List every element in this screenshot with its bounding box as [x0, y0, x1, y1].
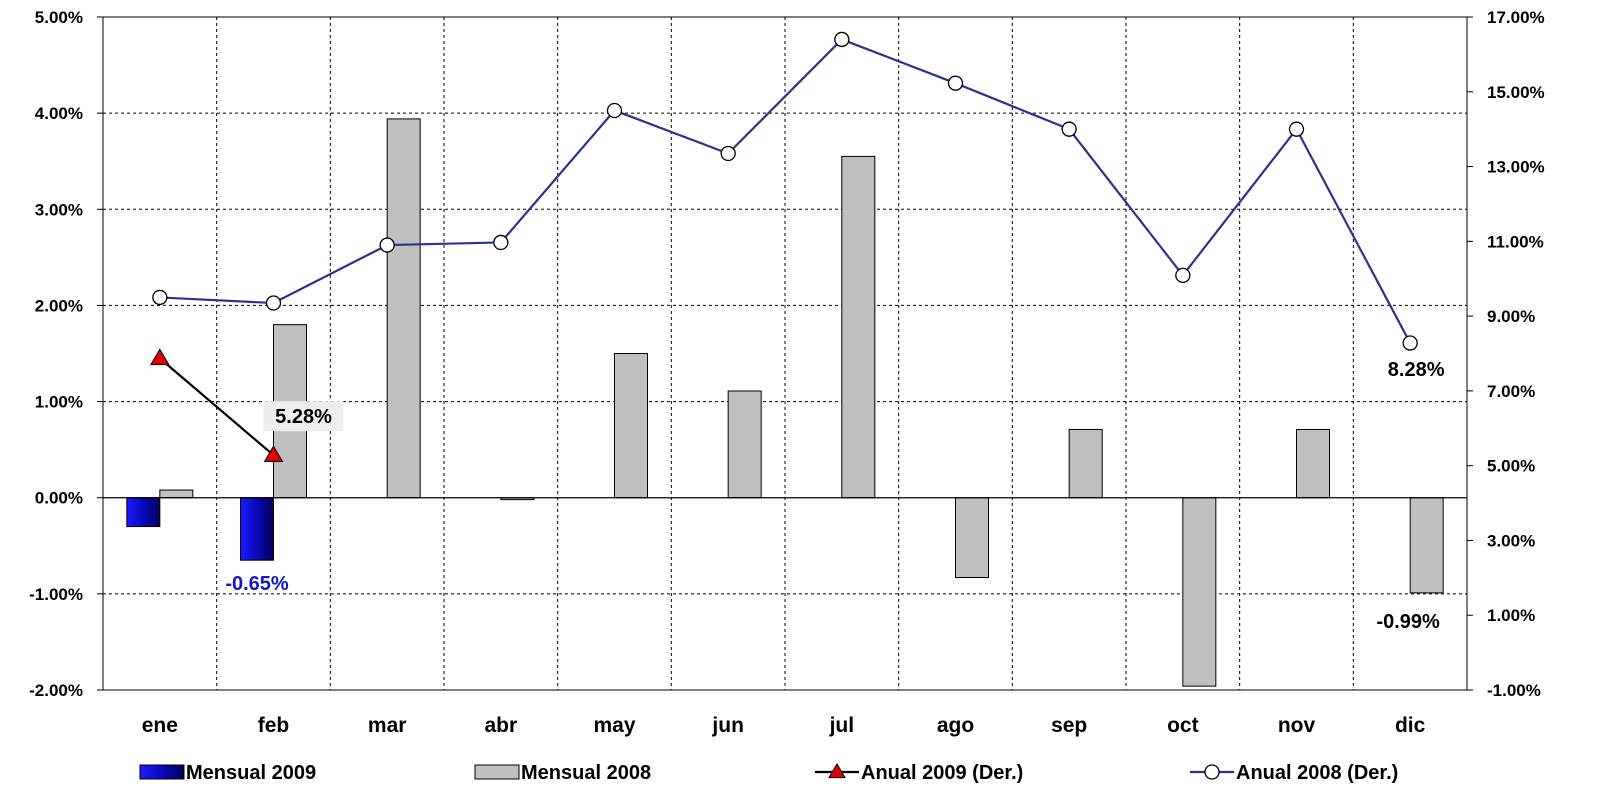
y-right-tick-label: 7.00% — [1487, 382, 1535, 401]
legend-anual-2008-der-marker — [1204, 764, 1220, 780]
x-tick-label: ago — [937, 714, 974, 737]
x-tick-label: jun — [711, 714, 744, 737]
y-right-tick-label: -1.00% — [1487, 681, 1541, 700]
x-tick-label: sep — [1051, 714, 1087, 737]
legend: Mensual 2009 Mensual 2008 Anual 2009 (Der.… — [139, 762, 1398, 784]
gridlines — [102, 16, 1468, 691]
bar-mensual-2008 — [614, 353, 648, 499]
anual-2009-line — [159, 357, 275, 457]
bar-mensual-2008 — [841, 155, 876, 499]
bar-mensual-2008 — [159, 489, 194, 499]
y-left-tick-label: 4.00% — [35, 104, 83, 123]
x-tick-label: abr — [484, 714, 517, 737]
legend-anual-2008-der-label: Anual 2008 (Der.) — [1236, 762, 1398, 784]
y-left-tick-label: 5.00% — [35, 8, 83, 27]
anual-2008-point — [606, 102, 623, 119]
anual-2008-point — [720, 145, 736, 162]
data-label: -0.65% — [225, 573, 289, 595]
x-tick-label: jul — [829, 714, 855, 737]
bar-mensual-2008 — [727, 390, 762, 499]
y-right-tick-label: 9.00% — [1487, 307, 1535, 326]
y-right-tick-label: 3.00% — [1487, 531, 1535, 550]
anual-2009-point — [263, 445, 284, 462]
legend-anual-2009-der-marker — [828, 763, 846, 779]
anual-2008-point — [1061, 121, 1077, 137]
bar-mensual-2008 — [1068, 428, 1103, 499]
anual-2008-point — [379, 237, 395, 253]
data-label: -0.99% — [1376, 611, 1440, 633]
y-left-tick-label: 2.00% — [35, 296, 83, 315]
bar-mensual-2008 — [1182, 497, 1217, 687]
x-tick-label: nov — [1278, 714, 1316, 737]
legend-mensual-2008-swatch — [474, 764, 520, 780]
axes: -2.00% -1.00% 0.00% 1.00% 2.00% 3.00% 4.00% 5.0… — [29, 8, 1545, 737]
x-tick-label: mar — [368, 714, 407, 737]
anual-2008-point — [1175, 267, 1191, 284]
data-label: 8.28% — [1388, 359, 1445, 381]
legend-mensual-2009-swatch — [139, 764, 185, 780]
anual-2008-point — [947, 75, 964, 91]
y-right-tick-label: 5.00% — [1487, 457, 1535, 476]
data-label: 5.28% — [275, 406, 332, 428]
bar-mensual-2008 — [1409, 497, 1444, 594]
bar-mensual-2008 — [386, 118, 421, 499]
bars — [126, 118, 1444, 687]
y-right-tick-label: 17.00% — [1487, 8, 1545, 27]
anual-2008-point — [265, 295, 282, 311]
anual-2009-point — [149, 348, 170, 366]
y-left-tick-label: 3.00% — [35, 200, 83, 219]
y-right-tick-label: 1.00% — [1487, 606, 1535, 625]
x-tick-label: feb — [258, 714, 290, 737]
anual-2008-point — [493, 234, 509, 251]
bar-mensual-2008 — [955, 497, 989, 579]
bar-mensual-2008 — [1296, 428, 1330, 499]
y-left-tick-label: -2.00% — [29, 681, 83, 700]
y-right-tick-label: 11.00% — [1487, 232, 1544, 251]
lines — [149, 31, 1418, 462]
y-left-tick-label: 0.00% — [35, 489, 83, 508]
bar-mensual-2009 — [126, 497, 161, 528]
data-label-box — [263, 401, 344, 432]
x-tick-label: oct — [1167, 714, 1199, 737]
anual-2008-point — [152, 289, 168, 306]
y-right-tick-label: 13.00% — [1487, 158, 1545, 177]
anual-2008-point — [1288, 121, 1305, 137]
anual-2008-line — [159, 38, 1412, 344]
y-left-tick-label: -1.00% — [29, 585, 83, 604]
y-right-tick-label: 15.00% — [1487, 83, 1545, 102]
bar-mensual-2009 — [240, 497, 274, 561]
x-tick-label: ene — [142, 714, 178, 737]
x-tick-label: may — [593, 714, 635, 737]
legend-anual-2009-der-label: Anual 2009 (Der.) — [861, 762, 1023, 784]
labels: -0.65% 5.28% 8.28% -0.99% — [225, 359, 1444, 633]
legend-mensual-2009-label: Mensual 2009 — [186, 762, 316, 784]
x-tick-label: dic — [1395, 714, 1426, 737]
legend-mensual-2008-label: Mensual 2008 — [521, 762, 651, 784]
y-left-tick-label: 1.00% — [35, 393, 83, 412]
anual-2008-point — [1402, 335, 1418, 351]
anual-2008-point — [834, 31, 850, 48]
